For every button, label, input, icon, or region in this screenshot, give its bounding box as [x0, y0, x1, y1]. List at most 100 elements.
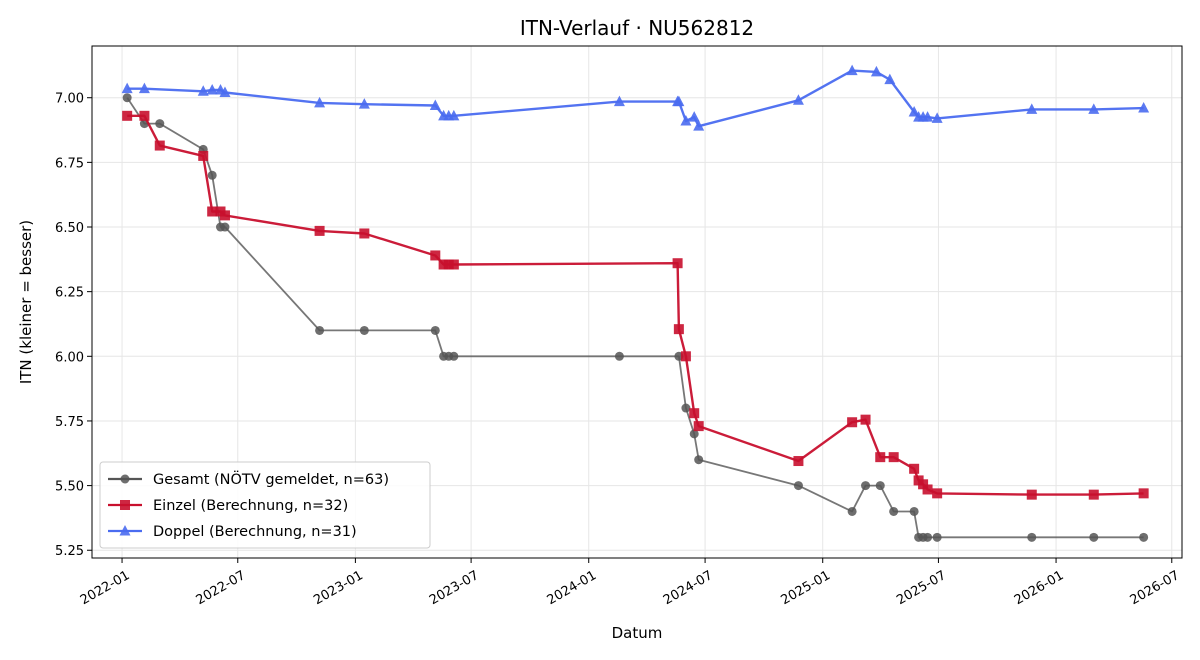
data-point — [846, 64, 858, 76]
data-point — [1138, 102, 1150, 113]
data-point — [315, 325, 325, 335]
data-point — [694, 455, 704, 465]
series-2 — [122, 110, 1149, 500]
legend-box — [99, 461, 431, 549]
data-point — [689, 429, 699, 439]
y-axis-label: ITN (kleiner = besser) — [17, 220, 35, 384]
grid — [92, 46, 1182, 558]
y-tick-label: 5.50 — [55, 480, 84, 495]
data-point — [438, 259, 449, 270]
data-point — [870, 65, 882, 77]
y-tick-label: 6.25 — [55, 286, 84, 301]
data-point — [688, 111, 700, 122]
series-line — [127, 114, 1144, 496]
legend-item: Doppel (Berechnung, n=31) — [108, 524, 357, 540]
data-point — [448, 259, 459, 270]
data-point — [121, 82, 133, 94]
data-point — [884, 73, 896, 85]
data-point — [922, 111, 934, 122]
data-point — [1027, 532, 1037, 542]
x-tick-label: 2023-01 — [311, 568, 366, 608]
data-point — [909, 506, 919, 516]
data-point — [138, 82, 150, 94]
data-point — [931, 112, 943, 123]
legend-label: Doppel (Berechnung, n=31) — [153, 524, 357, 540]
data-point — [689, 408, 700, 419]
data-point — [154, 140, 165, 151]
data-point — [693, 421, 704, 432]
x-tick-label: 2022-07 — [194, 568, 249, 608]
data-point — [875, 452, 886, 463]
data-point — [847, 417, 858, 428]
data-point — [932, 488, 943, 499]
data-point — [861, 481, 871, 491]
data-point — [693, 120, 705, 131]
data-point — [673, 95, 685, 107]
x-axis-label: Datum — [612, 624, 663, 642]
data-point — [888, 452, 899, 463]
data-point — [197, 85, 209, 96]
data-point — [1138, 488, 1149, 499]
data-point — [206, 83, 218, 95]
data-point — [155, 119, 165, 129]
legend-item: Gesamt (NÖTV gemeldet, n=63) — [108, 470, 389, 488]
data-point — [923, 532, 933, 542]
data-point — [680, 114, 692, 126]
data-point — [314, 96, 326, 108]
series-line — [127, 69, 1144, 128]
data-point — [1088, 489, 1099, 500]
data-point — [932, 532, 942, 542]
legend-item: Einzel (Berechnung, n=32) — [108, 498, 348, 514]
y-tick-label: 6.75 — [55, 156, 84, 171]
data-point — [918, 479, 929, 490]
data-point — [909, 463, 920, 474]
data-point — [198, 150, 209, 161]
data-point — [672, 258, 683, 269]
data-point — [207, 170, 217, 180]
data-point — [908, 105, 920, 117]
data-point — [860, 414, 871, 425]
data-point — [122, 93, 132, 103]
data-point — [220, 222, 230, 232]
data-point — [139, 110, 150, 121]
series-3 — [121, 64, 1150, 131]
data-point — [847, 506, 857, 516]
legend-marker — [119, 525, 131, 536]
data-point — [1026, 489, 1037, 500]
y-tick-label: 6.00 — [55, 350, 84, 365]
data-point — [219, 86, 231, 98]
data-point — [429, 99, 441, 110]
data-point — [614, 351, 624, 361]
legend-label: Gesamt (NÖTV gemeldet, n=63) — [153, 470, 389, 488]
data-point — [889, 506, 899, 516]
data-point — [219, 210, 230, 221]
legend-label: Einzel (Berechnung, n=32) — [153, 498, 348, 514]
data-point — [443, 259, 454, 270]
y-tick-label: 7.00 — [55, 92, 84, 107]
data-point — [793, 481, 803, 491]
data-point — [359, 228, 370, 239]
data-point — [430, 250, 441, 261]
series-layer — [121, 64, 1150, 542]
data-point — [613, 95, 625, 107]
data-point — [448, 109, 460, 121]
legend-marker — [120, 474, 130, 484]
y-tick-label: 5.25 — [55, 544, 84, 559]
data-point — [449, 351, 459, 361]
data-point — [673, 324, 684, 335]
data-point — [1026, 103, 1038, 114]
data-point — [1139, 532, 1149, 542]
x-tick-label: 2023-07 — [427, 568, 482, 608]
data-point — [792, 94, 804, 105]
x-tick-label: 2022-01 — [78, 568, 133, 608]
data-point — [314, 225, 325, 236]
plot-frame — [91, 45, 1183, 559]
data-point — [1088, 103, 1100, 114]
y-tick-label: 6.50 — [55, 221, 84, 236]
x-tick-label: 2024-07 — [661, 568, 716, 608]
data-point — [430, 325, 440, 335]
data-point — [875, 481, 885, 491]
data-point — [793, 456, 804, 467]
legend-marker — [120, 500, 130, 510]
data-point — [359, 325, 369, 335]
